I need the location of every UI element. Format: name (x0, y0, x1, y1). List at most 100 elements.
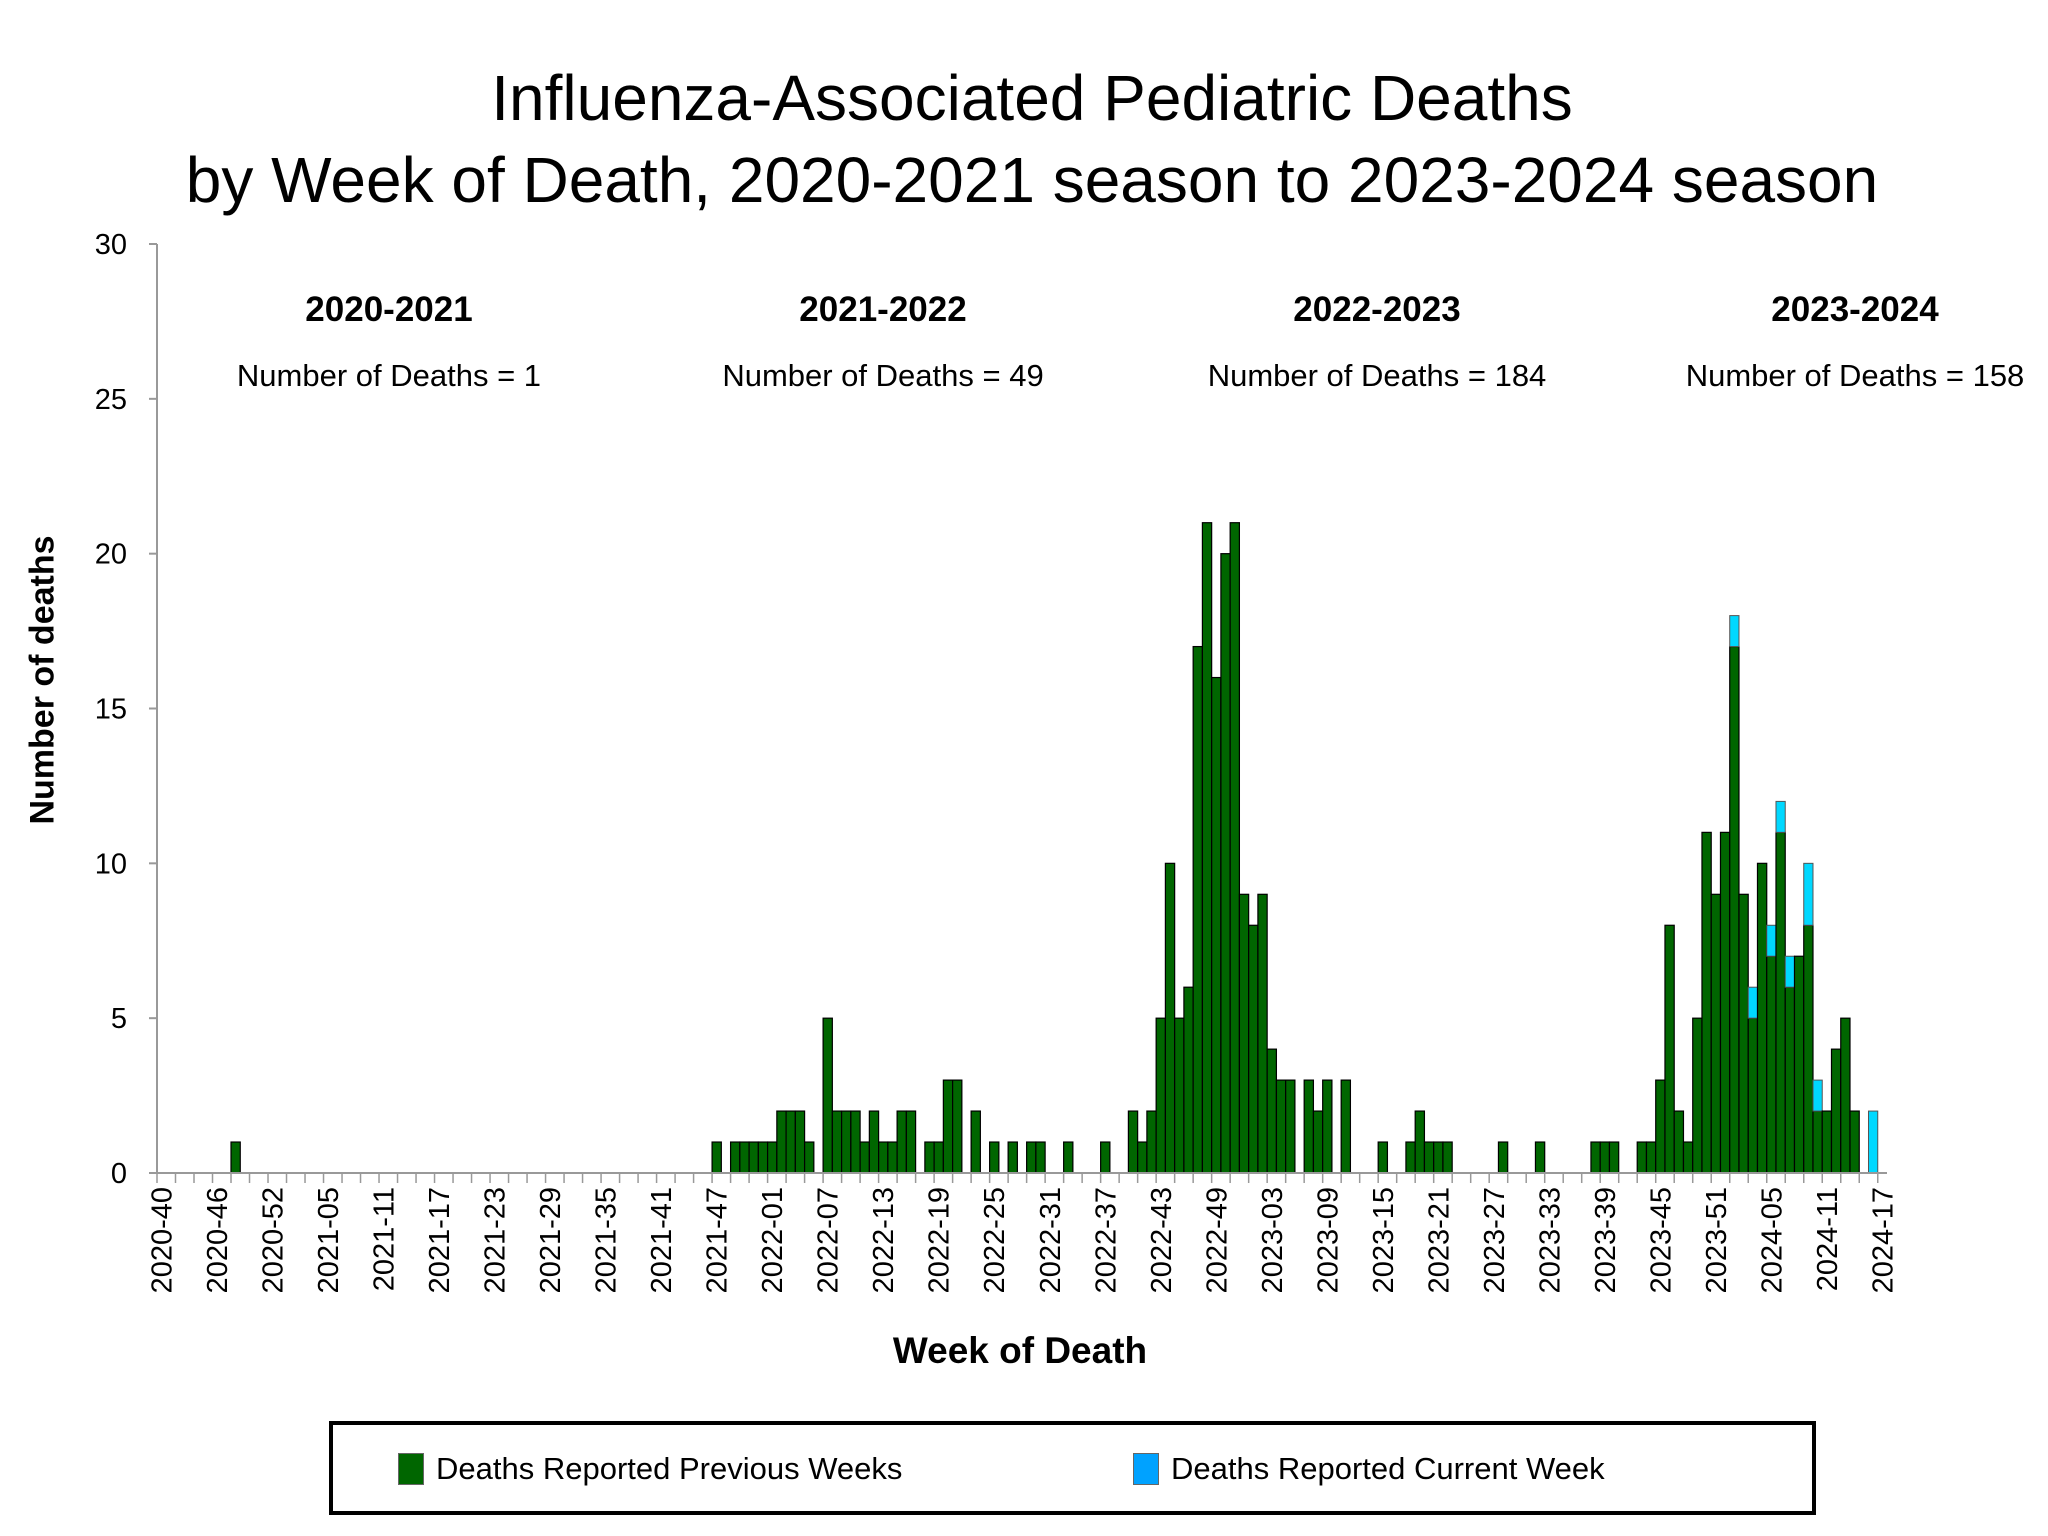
bar-previous-weeks (1738, 893, 1749, 1174)
bar-previous-weeks (1664, 924, 1675, 1174)
bar-previous-weeks (1497, 1141, 1509, 1174)
x-tick-label: 2021-17 (424, 1187, 456, 1293)
season-death-count: Number of Deaths = 184 (1207, 358, 1547, 393)
bar-previous-weeks (1840, 1017, 1851, 1174)
bar-previous-weeks (1220, 553, 1231, 1174)
bar-previous-weeks (1747, 1017, 1759, 1174)
bar-previous-weeks (739, 1141, 750, 1174)
legend-swatch-blue (1133, 1453, 1159, 1485)
bar-previous-weeks (1590, 1141, 1601, 1174)
bar-previous-weeks (1257, 893, 1268, 1174)
y-tick-label: 5 (111, 1003, 127, 1035)
x-tick-label: 2022-31 (1035, 1187, 1067, 1293)
x-tick-label: 2021-35 (591, 1187, 623, 1293)
x-tick-label: 2023-51 (1701, 1187, 1733, 1293)
season-death-count: Number of Deaths = 49 (722, 358, 1044, 393)
bar-previous-weeks (1414, 1110, 1426, 1174)
bar-previous-weeks (1784, 986, 1796, 1174)
bar-previous-weeks (1340, 1079, 1352, 1174)
bar-previous-weeks (1063, 1141, 1074, 1174)
season-death-count: Number of Deaths = 1 (236, 358, 542, 393)
bar-previous-weeks (1766, 955, 1777, 1174)
bar-previous-weeks (905, 1110, 917, 1174)
bar-previous-weeks (1026, 1141, 1037, 1174)
bar-previous-weeks (831, 1110, 843, 1174)
bar-previous-weeks (924, 1141, 935, 1174)
x-tick-label: 2022-07 (813, 1187, 845, 1293)
x-tick-label: 2021-47 (702, 1187, 734, 1293)
legend-label: Deaths Reported Previous Weeks (436, 1451, 903, 1486)
y-tick-label: 20 (95, 539, 127, 571)
bar-previous-weeks (711, 1141, 722, 1174)
season-death-count: Number of Deaths = 158 (1685, 358, 2025, 393)
x-tick-label: 2021-11 (369, 1187, 401, 1291)
x-tick-label: 2022-13 (868, 1187, 900, 1293)
bar-previous-weeks (840, 1110, 852, 1174)
bar-previous-weeks (1201, 522, 1213, 1174)
bar-previous-weeks (1645, 1141, 1657, 1174)
bar-previous-weeks (896, 1110, 907, 1174)
bar-previous-weeks (794, 1110, 806, 1174)
bar-previous-weeks (1285, 1079, 1296, 1174)
legend-label: Deaths Reported Current Week (1171, 1451, 1605, 1486)
bar-previous-weeks (776, 1110, 787, 1174)
bar-previous-weeks (803, 1141, 815, 1174)
x-tick-label: 2020-52 (258, 1187, 290, 1293)
bar-current-week (1812, 1079, 1823, 1112)
bar-previous-weeks (1266, 1048, 1278, 1174)
bar-current-week (1775, 800, 1786, 833)
season-annotation: 2020-2021 Number of Deaths = 1 (139, 290, 639, 396)
bar-previous-weeks (1719, 831, 1731, 1174)
bar-previous-weeks (970, 1110, 981, 1174)
x-tick-label: 2022-19 (924, 1187, 956, 1293)
chart-title-line-1: Influenza-Associated Pediatric Deaths (491, 62, 1573, 134)
season-label: 2022-2023 (1293, 290, 1461, 329)
bar-previous-weeks (1127, 1110, 1139, 1174)
bar-previous-weeks (1673, 1110, 1685, 1174)
x-tick-label: 2023-03 (1257, 1187, 1289, 1293)
x-tick-label: 2022-43 (1146, 1187, 1178, 1293)
season-annotation: 2021-2022 Number of Deaths = 49 (633, 290, 1133, 396)
bar-previous-weeks (1322, 1079, 1333, 1174)
bar-previous-weeks (1238, 893, 1250, 1174)
bar-previous-weeks (850, 1110, 861, 1174)
season-label: 2023-2024 (1771, 290, 1939, 329)
bar-current-week (1784, 955, 1795, 988)
bar-previous-weeks (878, 1141, 889, 1174)
bar-previous-weeks (1183, 986, 1194, 1174)
legend: Deaths Reported Previous Weeks Deaths Re… (329, 1421, 1816, 1515)
bar-previous-weeks (1793, 955, 1805, 1174)
x-tick-label: 2023-15 (1368, 1187, 1400, 1293)
x-tick-label: 2023-21 (1423, 1187, 1455, 1293)
bar-previous-weeks (989, 1141, 1000, 1174)
bar-previous-weeks (1682, 1141, 1694, 1174)
bar-previous-weeks (1137, 1141, 1148, 1174)
bar-previous-weeks (230, 1141, 241, 1174)
bar-previous-weeks (1248, 924, 1259, 1174)
bar-previous-weeks (1701, 831, 1712, 1174)
bar-previous-weeks (1275, 1079, 1287, 1174)
bar-previous-weeks (1377, 1141, 1389, 1174)
bar-previous-weeks (1655, 1079, 1666, 1174)
bar-previous-weeks (766, 1141, 778, 1174)
x-axis-title: Week of Death (892, 1330, 1148, 1371)
bar-previous-weeks (1303, 1079, 1315, 1174)
bar-previous-weeks (1534, 1141, 1546, 1174)
bar-previous-weeks (1164, 862, 1176, 1174)
bar-previous-weeks (757, 1141, 769, 1174)
x-tick-label: 2020-40 (147, 1187, 179, 1293)
bar-previous-weeks (1636, 1141, 1648, 1174)
bar-previous-weeks (1146, 1110, 1157, 1174)
x-tick-label: 2022-49 (1201, 1187, 1233, 1293)
x-tick-label: 2023-45 (1645, 1187, 1677, 1293)
bar-previous-weeks (1821, 1110, 1833, 1174)
season-label: 2021-2022 (799, 290, 967, 329)
bar-previous-weeks (1849, 1110, 1860, 1174)
y-axis-title: Number of deaths (23, 535, 62, 825)
bar-previous-weeks (1692, 1017, 1703, 1174)
x-tick-label: 2021-29 (535, 1187, 567, 1293)
bar-previous-weeks (1812, 1110, 1823, 1174)
x-tick-label: 2023-09 (1312, 1187, 1344, 1293)
x-tick-label: 2021-05 (313, 1187, 345, 1293)
